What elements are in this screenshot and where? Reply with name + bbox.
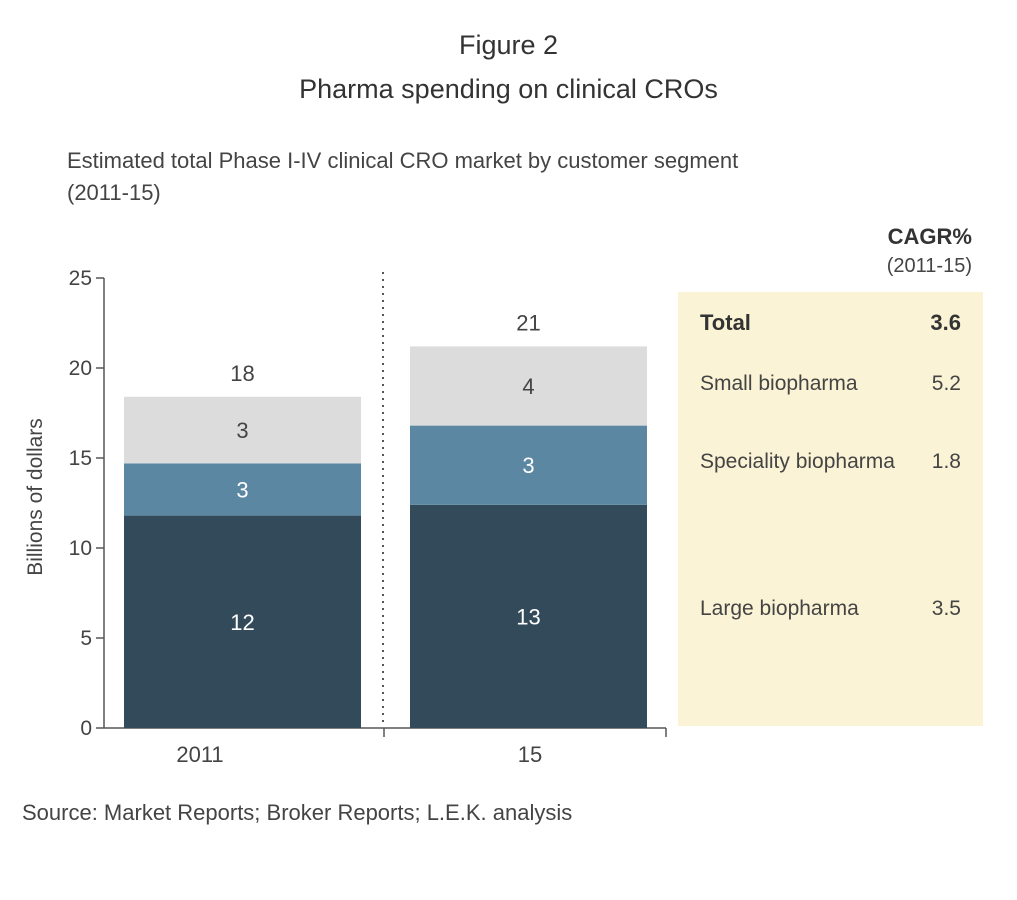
- cagr-row-value: 1.8: [931, 450, 961, 473]
- bar-segment-label: 3: [236, 478, 248, 503]
- chart-subtitle: Estimated total Phase I-IV clinical CRO …: [67, 145, 867, 209]
- figure-title: Pharma spending on clinical CROs: [299, 74, 718, 104]
- cagr-header: CAGR% (2011-15): [848, 222, 972, 280]
- bar-total-label: 21: [516, 310, 540, 335]
- cagr-row-label: Large biopharma: [700, 597, 859, 620]
- cagr-row-large: Large biopharma 3.5: [700, 597, 961, 621]
- y-tick-label: 15: [69, 447, 92, 470]
- bar-segment-speciality: [124, 463, 361, 516]
- y-tick-label: 0: [80, 717, 92, 740]
- cagr-row-label: Speciality biopharma: [700, 450, 895, 473]
- cagr-row-total: Total 3.6: [700, 310, 961, 336]
- cagr-panel: Total 3.6 Small biopharma 5.2 Speciality…: [678, 292, 983, 726]
- y-tick-label: 25: [69, 267, 92, 290]
- y-tick-label: 5: [80, 627, 92, 650]
- cagr-row-label: Small biopharma: [700, 372, 858, 395]
- bar-segment-label: 3: [522, 453, 534, 478]
- cagr-row-value: 3.6: [930, 310, 961, 335]
- subtitle-line-1: Estimated total Phase I-IV clinical CRO …: [67, 148, 739, 173]
- bar-segment-large: [410, 504, 647, 728]
- bar-segment-small: [124, 396, 361, 464]
- source-note: Source: Market Reports; Broker Reports; …: [22, 800, 573, 825]
- y-tick-label: 20: [69, 357, 92, 380]
- bar-segment-label: 13: [516, 604, 540, 629]
- figure-label: Figure 2: [458, 30, 559, 60]
- cagr-row-small: Small biopharma 5.2: [700, 372, 961, 396]
- bar-segment-large: [124, 515, 361, 728]
- cagr-row-value: 3.5: [931, 597, 961, 620]
- bar-segment-speciality: [410, 425, 647, 505]
- bar-segment-label: 4: [522, 374, 534, 399]
- bar-segment-label: 12: [230, 610, 254, 635]
- cagr-row-label: Total: [700, 310, 751, 335]
- bar-segment-label: 3: [236, 418, 248, 443]
- bar-segment-small: [410, 346, 647, 426]
- y-tick-label: 10: [69, 537, 92, 560]
- y-axis-label: Billions of dollars: [24, 418, 47, 576]
- x-category-label: 2011: [176, 742, 223, 767]
- cagr-row-value: 5.2: [931, 372, 961, 395]
- cagr-period: (2011-15): [886, 255, 972, 277]
- x-category-label: 15: [518, 742, 542, 767]
- bar-total-label: 18: [230, 361, 254, 386]
- subtitle-line-2: (2011-15): [67, 180, 161, 205]
- cagr-title: CAGR%: [887, 224, 972, 249]
- cagr-row-speciality: Speciality biopharma 1.8: [700, 450, 961, 474]
